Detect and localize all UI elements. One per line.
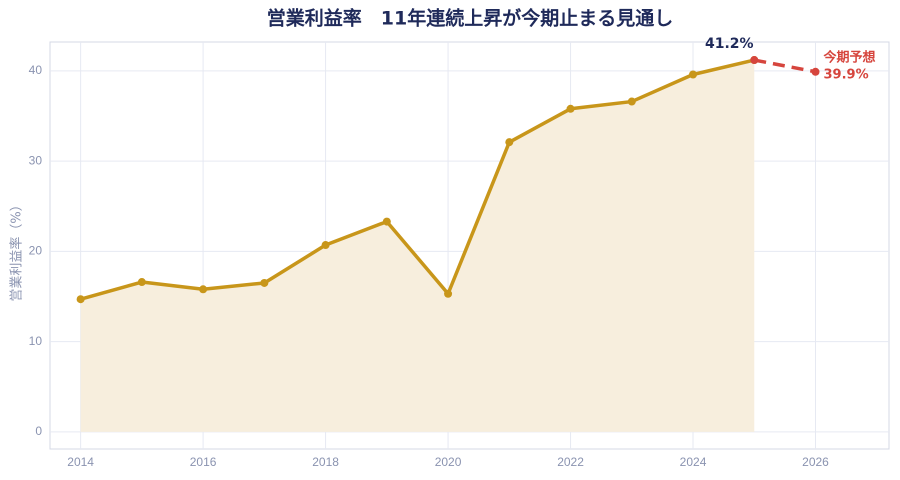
x-tick-label: 2018 — [312, 455, 339, 469]
line — [753, 58, 816, 74]
area — [80, 60, 755, 432]
x-tick-label: 2026 — [802, 455, 829, 469]
y-tick-label: 30 — [29, 153, 43, 167]
point — [505, 138, 514, 147]
x-tick-label: 2020 — [435, 455, 462, 469]
point — [627, 97, 636, 106]
point — [382, 217, 391, 226]
line — [80, 58, 755, 301]
point — [199, 285, 208, 294]
y-tick-label: 10 — [29, 334, 43, 348]
point — [811, 67, 820, 76]
point — [689, 70, 698, 79]
point — [137, 278, 146, 287]
point — [444, 289, 453, 298]
y-tick-label: 0 — [35, 424, 42, 438]
x-tick-label: 2024 — [680, 455, 707, 469]
x-tick-label: 2014 — [67, 455, 94, 469]
y-tick-label: 40 — [29, 63, 43, 77]
y-tick-label: 20 — [29, 244, 43, 258]
plot-frame — [49, 41, 890, 450]
value-label: 41.2% — [705, 36, 754, 52]
chart-title: 営業利益率 11年連続上昇が今期止まる見通し — [267, 7, 673, 30]
point — [566, 104, 575, 113]
value-label: 39.9% — [824, 67, 869, 82]
y-axis-label: 営業利益率（%） — [9, 198, 25, 301]
series-label: 今期予想 — [823, 49, 876, 65]
x-tick-label: 2016 — [190, 455, 217, 469]
x-tick-label: 2022 — [557, 455, 584, 469]
point — [76, 295, 85, 304]
point — [260, 278, 269, 287]
point — [321, 241, 330, 250]
point — [750, 56, 759, 65]
